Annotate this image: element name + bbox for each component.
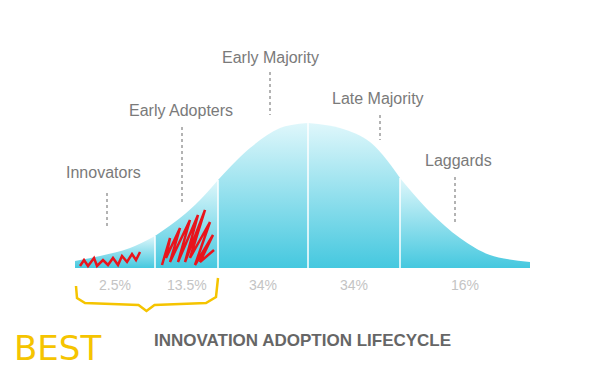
svg-text:INNOVATION ADOPTION LIFECYCLE: INNOVATION ADOPTION LIFECYCLE — [154, 331, 451, 350]
svg-text:2.5%: 2.5% — [99, 277, 131, 293]
svg-text:Laggards: Laggards — [425, 152, 492, 169]
svg-text:34%: 34% — [340, 277, 368, 293]
svg-text:Early Adopters: Early Adopters — [129, 102, 233, 119]
svg-text:34%: 34% — [249, 277, 277, 293]
svg-text:BEST: BEST — [14, 328, 101, 368]
svg-text:Late Majority: Late Majority — [332, 90, 424, 107]
svg-text:16%: 16% — [451, 277, 479, 293]
svg-text:13.5%: 13.5% — [167, 277, 207, 293]
svg-text:Early Majority: Early Majority — [222, 49, 319, 66]
svg-text:Innovators: Innovators — [66, 164, 141, 181]
